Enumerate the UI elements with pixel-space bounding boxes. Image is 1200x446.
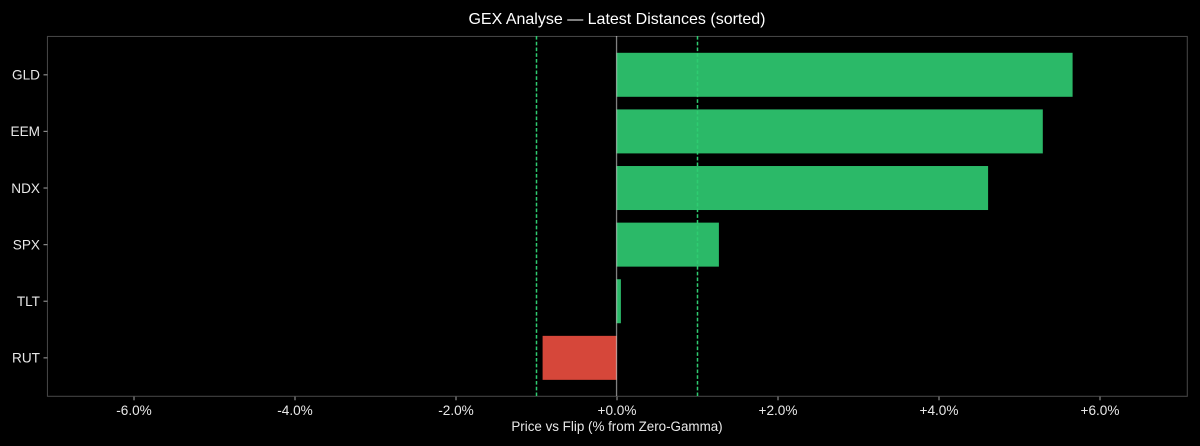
svg-text:+6.0%: +6.0% — [1081, 403, 1120, 418]
svg-text:EEM: EEM — [11, 124, 40, 139]
svg-text:TLT: TLT — [17, 294, 40, 309]
svg-text:+2.0%: +2.0% — [759, 403, 798, 418]
svg-text:+4.0%: +4.0% — [920, 403, 959, 418]
svg-text:SPX: SPX — [13, 237, 40, 252]
svg-text:-6.0%: -6.0% — [116, 403, 152, 418]
svg-text:+0.0%: +0.0% — [598, 403, 637, 418]
svg-text:GEX Analyse — Latest Distances: GEX Analyse — Latest Distances (sorted) — [468, 11, 765, 28]
svg-text:RUT: RUT — [12, 351, 40, 366]
svg-text:-4.0%: -4.0% — [277, 403, 313, 418]
svg-text:GLD: GLD — [12, 68, 40, 83]
svg-text:NDX: NDX — [11, 181, 40, 196]
svg-text:Price vs Flip (% from Zero-Gam: Price vs Flip (% from Zero-Gamma) — [511, 419, 722, 434]
svg-text:-2.0%: -2.0% — [438, 403, 474, 418]
